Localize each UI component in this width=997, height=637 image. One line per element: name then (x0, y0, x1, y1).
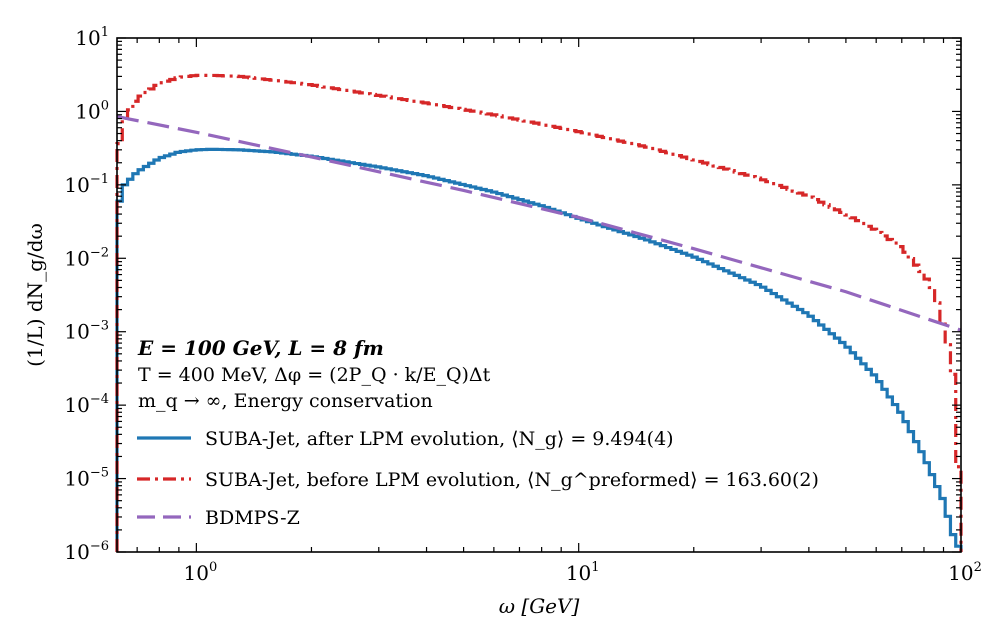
tick-layer (117, 37, 962, 553)
y-tick-label: 10−5 (64, 466, 109, 491)
y-tick-label: 10−4 (64, 392, 109, 417)
y-axis-label: (1/L) dN_g/dω (23, 223, 47, 367)
series-line-1 (115, 73, 963, 552)
annotation-mass-energy: m_q → ∞, Energy conservation (138, 390, 433, 412)
y-tick-label: 10−2 (64, 245, 109, 270)
x-tick-label: 102 (948, 560, 982, 585)
legend-label-after-lpm: SUBA-Jet, after LPM evolution, ⟨N_g⟩ = 9… (205, 428, 674, 450)
x-axis-label: ω [GeV] (499, 594, 580, 618)
y-tick-label: 10−6 (64, 539, 109, 564)
label-layer: 100 101 102 10−6 10−5 10−4 10−3 10−2 10−1 100 101 (64, 25, 981, 585)
legend: SUBA-Jet, after LPM evolution, ⟨N_g⟩ = 9… (137, 428, 819, 529)
plot-frame (116, 37, 962, 553)
y-tick-label: 101 (75, 25, 109, 50)
y-tick-label: 100 (75, 98, 109, 123)
legend-label-bdmps: BDMPS-Z (205, 507, 300, 529)
legend-label-before-lpm: SUBA-Jet, before LPM evolution, ⟨N_g^pre… (205, 469, 819, 491)
annotation-energy-length: E = 100 GeV, L = 8 fm (137, 336, 384, 360)
annotation-temperature-phase: T = 400 MeV, Δφ = (2P_Q · k/E_Q)Δt (138, 364, 491, 386)
y-tick-label: 10−1 (64, 172, 109, 197)
y-tick-label: 10−3 (64, 319, 109, 344)
series-line-0 (115, 147, 963, 552)
x-tick-label: 101 (566, 560, 600, 585)
series-line-2 (116, 115, 962, 332)
x-tick-label: 100 (184, 560, 218, 585)
series-layer (115, 73, 963, 552)
